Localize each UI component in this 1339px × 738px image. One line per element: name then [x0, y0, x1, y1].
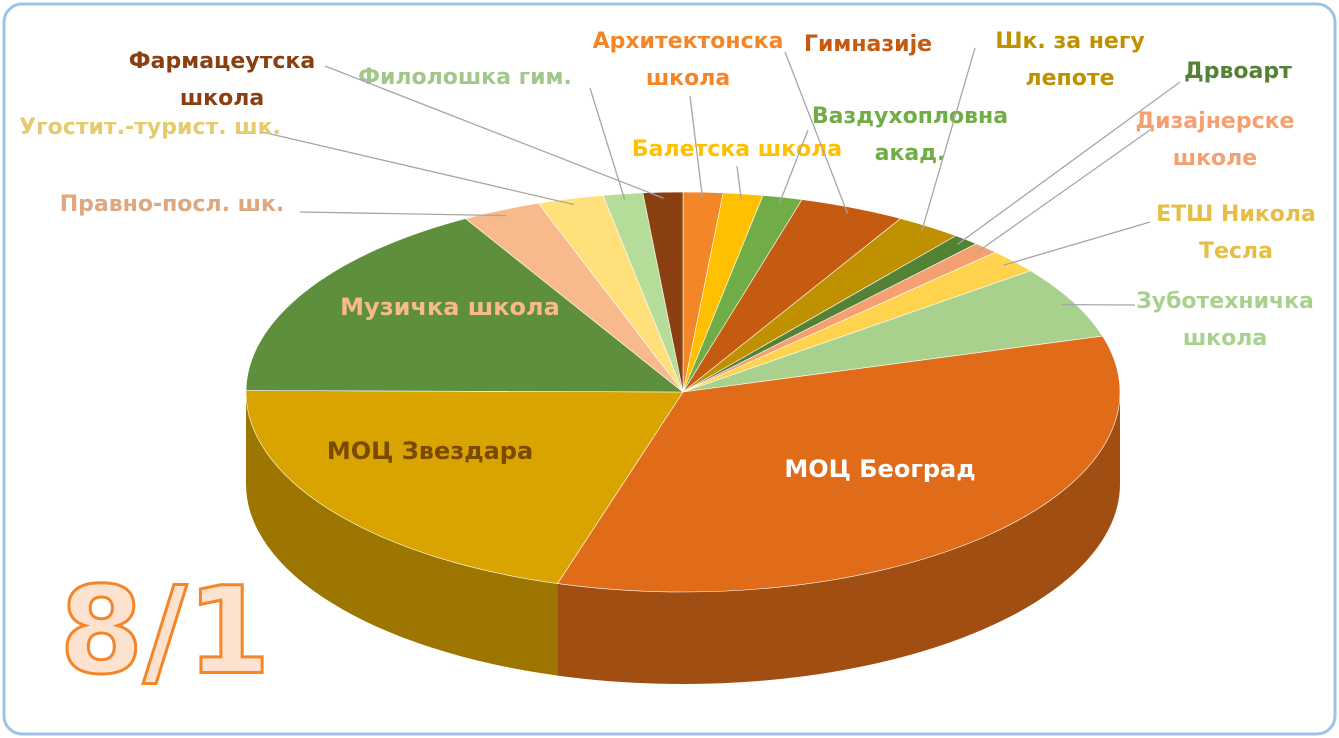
label-line: лепоте — [1025, 66, 1114, 91]
slice — [557, 335, 1121, 593]
slice-label: Шк. за негу лепоте — [995, 29, 1144, 91]
slice-label: Зуботехничка школа — [1136, 289, 1314, 351]
label-line: Тесла — [1199, 239, 1273, 264]
leader-line — [957, 81, 1181, 245]
label-line: Архитектонска — [593, 29, 784, 54]
leader-line — [689, 95, 704, 199]
label-line: школе — [1173, 146, 1257, 171]
leader-line — [976, 129, 1151, 253]
slice-label: МОЦ Звездара — [327, 437, 533, 465]
label-line: ЕТШ Никола — [1156, 202, 1316, 227]
slice-label: МОЦ Београд — [784, 455, 975, 483]
label-line: Ваздухопловна — [812, 104, 1008, 129]
label-line: школа — [180, 86, 264, 111]
label-line: Зуботехничка — [1136, 289, 1314, 314]
label-line: школа — [1183, 326, 1267, 351]
slice-label: Архитектонска школа — [593, 29, 784, 91]
slice-side — [245, 392, 558, 676]
slice-label: Балетска школа — [632, 137, 842, 162]
slice-label: Филолошка гим. — [358, 65, 572, 90]
slice — [245, 218, 684, 393]
label-line: акад. — [875, 141, 946, 166]
label-line: Дизајнерске — [1136, 109, 1295, 134]
leader-line — [736, 165, 742, 200]
slice — [642, 191, 684, 393]
leader-line — [299, 211, 507, 217]
slice-label: Дизајнерске школе — [1136, 109, 1295, 171]
label-line: Фармацеутска — [129, 49, 315, 74]
slice — [682, 270, 1104, 393]
leader-line — [1003, 221, 1151, 266]
label-line: Шк. за негу — [995, 29, 1144, 54]
annotation: 8/1 — [60, 563, 271, 702]
leader-line — [324, 65, 664, 199]
slice-label: Правно-посл. шк. — [60, 192, 285, 217]
slice-label: Угостит.-турист. шк. — [19, 115, 281, 140]
slice-label: Гимназије — [804, 32, 932, 57]
slice-label: Фармацеутска школа — [129, 49, 315, 111]
leader-line — [261, 131, 574, 206]
label-line: школа — [646, 66, 730, 91]
leader-line — [778, 129, 809, 204]
label-line: Угостит.-турист. шк. — [19, 115, 281, 140]
leader-line — [784, 51, 849, 214]
slice-label: Музичка школа — [340, 293, 560, 321]
slice-label: ЕТШ Никола Тесла — [1156, 202, 1316, 264]
slice-side — [557, 392, 1120, 684]
leader-line — [920, 47, 976, 232]
slice-label: Ваздухопловна акад. — [812, 104, 1008, 166]
slice — [245, 390, 684, 584]
slice-label: Дрвоарт — [1184, 59, 1292, 84]
